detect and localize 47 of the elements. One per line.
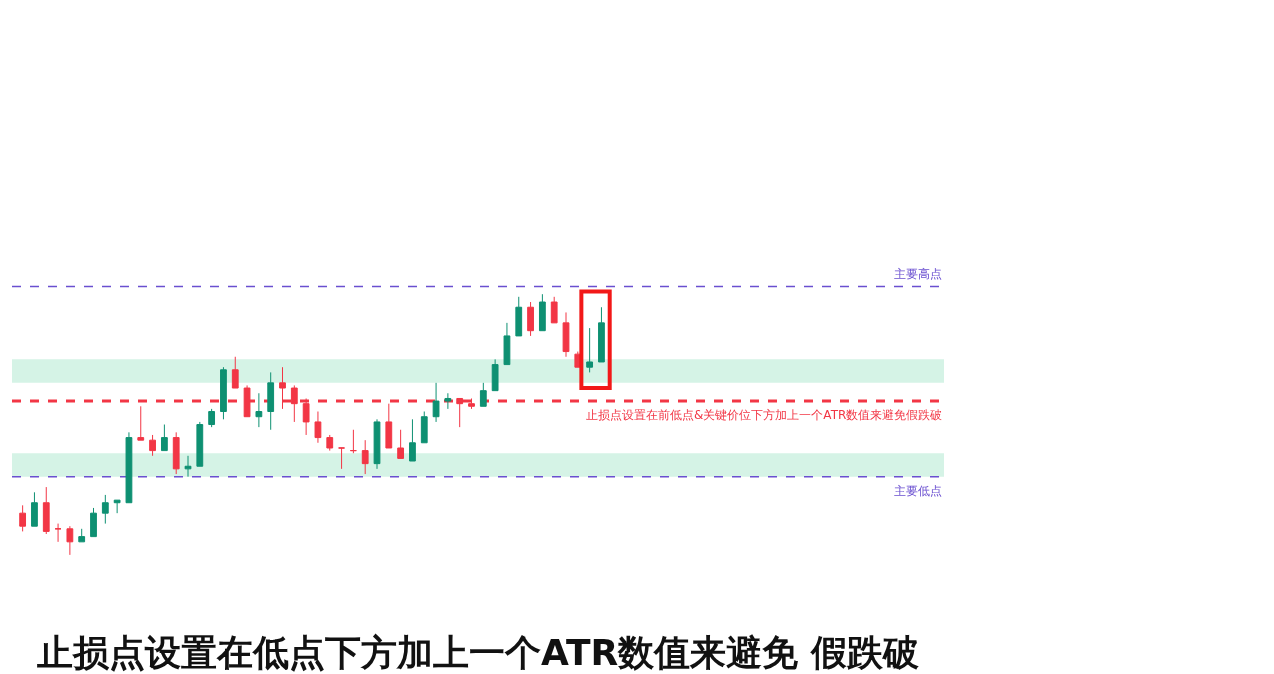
- candlestick: [66, 525, 74, 556]
- candlestick: [479, 382, 487, 407]
- candlestick: [42, 486, 50, 535]
- candlestick: [160, 424, 168, 452]
- candlestick: [420, 411, 428, 444]
- candlestick: [598, 306, 605, 363]
- candlestick: [586, 327, 594, 373]
- candlestick: [196, 421, 204, 467]
- candlestick: [338, 447, 345, 470]
- candlestick: [54, 523, 62, 543]
- candlestick: [231, 356, 239, 389]
- candlestick: [503, 322, 511, 366]
- candlestick: [31, 491, 38, 527]
- candlestick: [361, 439, 369, 475]
- candlestick: [125, 431, 133, 504]
- candlestick: [90, 507, 97, 538]
- candlestick: [267, 371, 275, 431]
- text: 止损点设置在低点下方加上一个ATR数值来避免 假跌破: [37, 632, 919, 673]
- candlestick: [137, 405, 145, 441]
- candlestick: [149, 434, 156, 457]
- candlestick: [113, 499, 121, 514]
- candlestick: [491, 358, 499, 392]
- candlestick: [409, 418, 416, 462]
- candlestick: [385, 403, 393, 449]
- candlestick: [538, 293, 546, 332]
- candlestick: [349, 429, 357, 454]
- candlestick: [527, 301, 534, 337]
- candlestick: [172, 431, 180, 475]
- candlestick: [515, 296, 523, 337]
- candlestick: [220, 366, 227, 420]
- candlestick: [101, 494, 109, 525]
- candlestick: [397, 429, 405, 459]
- candlestick: [255, 392, 263, 428]
- candlestick: [373, 418, 381, 470]
- candlestick: [326, 434, 334, 452]
- candlestick: [550, 296, 558, 324]
- candlestick: [184, 455, 192, 478]
- candlestick: [444, 392, 452, 410]
- ref-line-label: 止损点设置在前低点&关键价位下方加上一个ATR数值来避免假跌破: [586, 408, 943, 422]
- candlestick: [19, 504, 27, 532]
- ref-line-label: 主要高点: [894, 267, 942, 281]
- candlestick: [562, 311, 570, 358]
- ref-line-label: 主要低点: [894, 484, 942, 498]
- candlestick: [432, 382, 440, 423]
- candlestick: [208, 408, 216, 428]
- candlestick: [314, 411, 322, 444]
- candlestick: [78, 528, 86, 543]
